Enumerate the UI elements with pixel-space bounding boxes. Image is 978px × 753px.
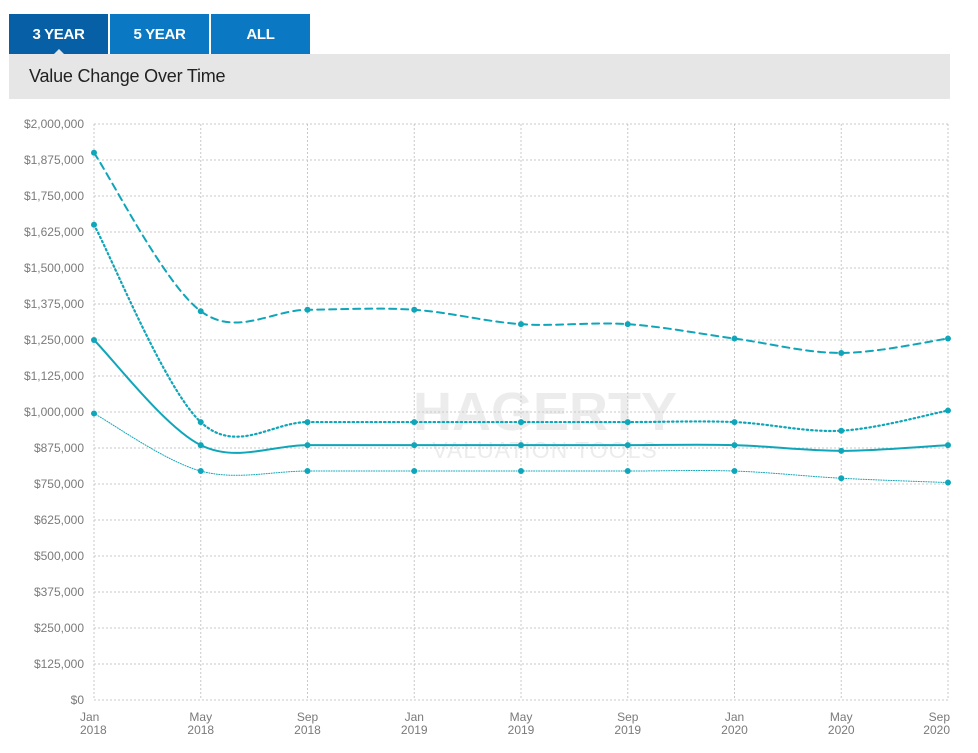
grid xyxy=(93,123,949,701)
series-point[interactable] xyxy=(197,468,204,475)
series-point[interactable] xyxy=(197,419,204,426)
y-axis: $0 $125,000 $250,000 $375,000 $500,000 $625,0… xyxy=(24,117,84,707)
series-point[interactable] xyxy=(91,221,97,228)
series-point[interactable] xyxy=(411,442,418,449)
x-tick-month: Jan xyxy=(405,710,424,724)
y-tick-label: $375,000 xyxy=(34,585,84,599)
series-point[interactable] xyxy=(91,149,97,156)
series-group xyxy=(91,149,951,486)
watermark-logo-text: HAGERTY xyxy=(413,382,677,442)
series-point[interactable] xyxy=(304,468,311,475)
y-tick-label: $0 xyxy=(71,693,85,707)
series-point[interactable] xyxy=(411,468,418,475)
series-point[interactable] xyxy=(304,419,311,426)
series-point[interactable] xyxy=(91,337,97,343)
y-tick-label: $125,000 xyxy=(34,657,84,671)
series-point[interactable] xyxy=(411,306,418,313)
y-tick-label: $1,625,000 xyxy=(24,225,84,239)
series-point[interactable] xyxy=(731,442,738,449)
series-point[interactable] xyxy=(945,479,951,486)
y-tick-label: $750,000 xyxy=(34,477,84,491)
y-tick-label: $1,125,000 xyxy=(24,369,84,383)
series-point[interactable] xyxy=(518,442,524,449)
series-point[interactable] xyxy=(411,419,418,426)
series-point[interactable] xyxy=(731,335,738,342)
x-tick-year: 2020 xyxy=(721,723,748,737)
y-tick-label: $1,875,000 xyxy=(24,153,84,167)
x-tick-year: 2018 xyxy=(187,723,214,737)
x-tick-year: 2018 xyxy=(294,723,321,737)
x-axis: Jan2018May2018Sep2018Jan2019May2019Sep20… xyxy=(80,710,950,737)
series-point[interactable] xyxy=(624,321,631,328)
series-point[interactable] xyxy=(838,427,845,434)
series-point[interactable] xyxy=(624,442,631,449)
series-point[interactable] xyxy=(838,447,845,454)
series-point[interactable] xyxy=(91,410,97,417)
x-tick-year: 2020 xyxy=(923,723,950,737)
series-point[interactable] xyxy=(197,308,204,315)
y-tick-label: $875,000 xyxy=(34,441,84,455)
watermark-subtitle: VALUATION TOOLS xyxy=(432,437,657,463)
x-tick-month: Sep xyxy=(297,710,319,724)
x-tick-month: Jan xyxy=(725,710,744,724)
x-tick-year: 2018 xyxy=(80,723,107,737)
series-point[interactable] xyxy=(838,349,845,356)
series-point[interactable] xyxy=(945,442,951,449)
y-tick-label: $500,000 xyxy=(34,549,84,563)
chart-title-bar: Value Change Over Time xyxy=(9,54,950,99)
series-point[interactable] xyxy=(197,442,204,449)
x-tick-year: 2019 xyxy=(614,723,641,737)
y-tick-label: $250,000 xyxy=(34,621,84,635)
series-line-dashed xyxy=(93,151,949,354)
value-chart: HAGERTY VALUATION TOOLS $0 $125,000 $250,0… xyxy=(24,117,951,737)
y-tick-label: $1,750,000 xyxy=(24,189,84,203)
x-tick-month: May xyxy=(510,710,533,724)
series-point[interactable] xyxy=(518,419,524,426)
x-tick-month: Sep xyxy=(617,710,639,724)
range-tabs: 3 YEAR 5 YEAR ALL xyxy=(9,14,312,55)
series-point[interactable] xyxy=(624,419,631,426)
series-point[interactable] xyxy=(304,306,311,313)
x-tick-year: 2019 xyxy=(401,723,428,737)
y-tick-label: $1,375,000 xyxy=(24,297,84,311)
series-point[interactable] xyxy=(624,468,631,475)
watermark: HAGERTY VALUATION TOOLS xyxy=(413,382,677,463)
x-tick-month: Sep xyxy=(929,710,951,724)
series-point[interactable] xyxy=(945,407,951,414)
x-tick-year: 2020 xyxy=(828,723,855,737)
tab-all[interactable]: ALL xyxy=(211,14,310,54)
series-point[interactable] xyxy=(838,475,845,482)
chart-title: Value Change Over Time xyxy=(29,66,226,86)
x-tick-month: Jan xyxy=(80,710,99,724)
tab-5-year[interactable]: 5 YEAR xyxy=(110,14,209,54)
series-point[interactable] xyxy=(304,442,311,449)
y-tick-label: $1,000,000 xyxy=(24,405,84,419)
series-point[interactable] xyxy=(731,419,738,426)
x-tick-month: May xyxy=(189,710,212,724)
series-point[interactable] xyxy=(731,468,738,475)
y-tick-label: $1,250,000 xyxy=(24,333,84,347)
x-tick-year: 2019 xyxy=(508,723,535,737)
series-point[interactable] xyxy=(945,335,951,342)
tab-3-year[interactable]: 3 YEAR xyxy=(9,14,108,55)
series-point[interactable] xyxy=(518,321,524,328)
y-tick-label: $1,500,000 xyxy=(24,261,84,275)
y-tick-label: $2,000,000 xyxy=(24,117,84,131)
series-point[interactable] xyxy=(518,468,524,475)
y-tick-label: $625,000 xyxy=(34,513,84,527)
x-tick-month: May xyxy=(830,710,853,724)
